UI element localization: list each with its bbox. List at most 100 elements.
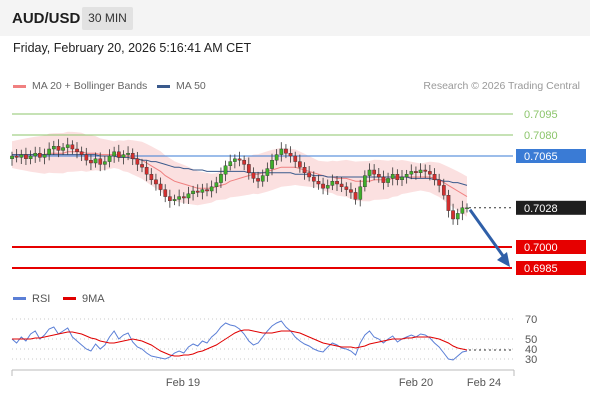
rsi-ma-legend-label: 9MA — [82, 293, 105, 305]
candle — [200, 189, 205, 193]
rsi-legend-swatch — [13, 297, 26, 300]
ma20-line — [12, 151, 468, 198]
candle — [372, 169, 376, 175]
x-tick-label: Feb 20 — [399, 377, 433, 389]
rsi-tick-50: 50 — [525, 334, 537, 346]
x-tick-label: Feb 24 — [467, 377, 501, 389]
candle — [386, 178, 390, 183]
timestamp: Friday, February 20, 2026 5:16:41 AM CET — [13, 41, 252, 55]
rsi-tick-40: 40 — [525, 344, 537, 356]
candle — [335, 180, 339, 185]
candle — [418, 169, 423, 173]
legend-ma50: MA 50 — [157, 80, 206, 92]
rsi-tick-70: 70 — [525, 314, 537, 326]
candle — [172, 199, 177, 201]
candle — [242, 159, 246, 165]
candle — [209, 186, 214, 192]
candle — [232, 158, 237, 162]
rsi-ma-legend-swatch — [63, 297, 76, 300]
candle — [395, 173, 400, 180]
candle — [256, 178, 260, 182]
candle — [149, 173, 154, 180]
level-label-0.7080: 0.7080 — [524, 130, 558, 142]
candle — [377, 173, 381, 178]
candle — [191, 190, 195, 194]
candle — [56, 145, 61, 151]
candle — [381, 176, 386, 183]
candle — [130, 152, 135, 159]
interval-button[interactable]: 30 MIN — [82, 7, 133, 30]
candle — [228, 161, 233, 167]
candle — [353, 192, 358, 200]
candle — [451, 210, 455, 220]
candle — [186, 193, 191, 199]
candle — [47, 148, 51, 155]
candle — [75, 148, 79, 152]
ma50-legend-label: MA 50 — [176, 80, 206, 92]
level-label-0.7000: 0.7000 — [524, 242, 558, 254]
symbol-label: AUD/USD — [12, 10, 81, 27]
candle — [367, 169, 372, 176]
candle — [33, 152, 38, 157]
candle — [121, 154, 126, 158]
candle — [107, 155, 112, 162]
candle — [293, 155, 298, 162]
candle — [312, 176, 316, 182]
candle — [135, 158, 140, 165]
candle — [223, 165, 228, 175]
ma20-swatch — [13, 84, 26, 88]
candle — [154, 179, 158, 185]
candle — [251, 172, 256, 179]
candle — [84, 154, 89, 161]
rsi-ma-line — [12, 329, 468, 357]
candle — [93, 158, 98, 164]
candle — [167, 196, 172, 202]
candle — [325, 185, 330, 189]
candle — [265, 168, 270, 176]
candle — [177, 196, 181, 200]
level-tag-0.7028 — [516, 200, 586, 215]
candle — [14, 155, 19, 158]
candle — [432, 173, 437, 180]
candle — [246, 164, 251, 173]
candle — [214, 182, 219, 188]
candle — [339, 183, 344, 187]
candle — [423, 169, 428, 172]
candle — [455, 213, 460, 220]
rsi-legend-label: RSI — [32, 293, 50, 305]
level-label-0.6985: 0.6985 — [524, 263, 558, 275]
candle — [358, 186, 363, 200]
candle — [270, 159, 274, 169]
candle — [442, 185, 446, 196]
candle — [70, 144, 75, 150]
candle — [437, 179, 441, 186]
ma50-swatch — [157, 84, 170, 88]
candle — [344, 186, 349, 190]
rsi-tick-30: 30 — [525, 354, 537, 366]
level-tag-0.7000 — [516, 240, 586, 254]
candle — [38, 152, 42, 158]
candle — [363, 175, 367, 188]
candle — [414, 171, 418, 173]
candle — [400, 176, 404, 180]
candle — [24, 154, 28, 160]
candle — [302, 166, 307, 173]
candle — [79, 151, 84, 155]
level-label-0.7095: 0.7095 — [524, 109, 558, 121]
legend-ma20: MA 20 + Bollinger Bands — [13, 80, 147, 92]
rsi-line — [11, 320, 468, 361]
candle — [219, 173, 223, 183]
candle — [10, 155, 14, 159]
candle — [89, 159, 93, 164]
candle — [390, 173, 395, 179]
forecast-arrow-head — [497, 252, 510, 267]
forecast-arrow-shaft — [468, 208, 508, 261]
candle — [446, 194, 451, 211]
candle — [284, 148, 288, 154]
candle — [61, 147, 65, 151]
candle — [28, 155, 33, 159]
candle — [42, 154, 47, 158]
candle — [102, 161, 107, 165]
candle — [404, 173, 409, 178]
